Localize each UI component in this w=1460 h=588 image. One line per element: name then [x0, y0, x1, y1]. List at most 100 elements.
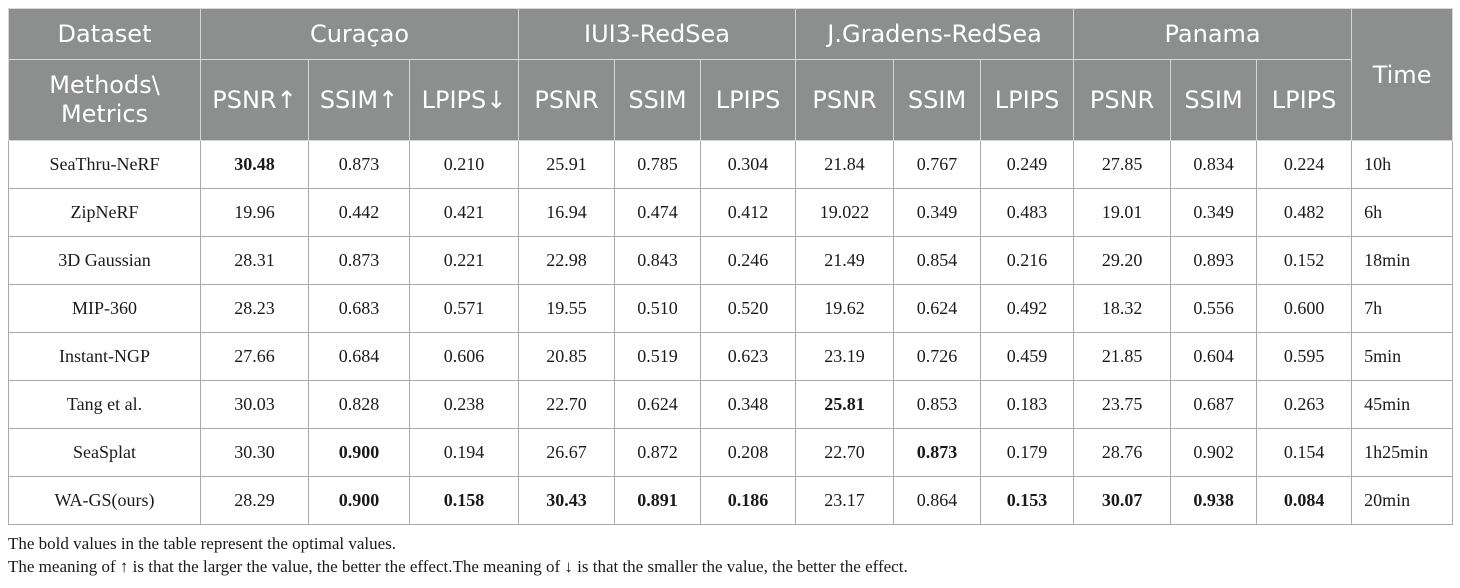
metric-value: 0.873 [893, 428, 982, 477]
metric-value: 0.828 [308, 380, 410, 429]
metric-value: 29.20 [1073, 236, 1172, 285]
metric-value: 0.304 [700, 140, 797, 189]
metric-value: 25.81 [795, 380, 895, 429]
metric-value: 0.624 [614, 380, 702, 429]
metric-value: 22.98 [518, 236, 616, 285]
metric-value: 27.66 [200, 332, 309, 381]
metric-value: 0.938 [1170, 476, 1258, 525]
metric-value: 0.152 [1256, 236, 1353, 285]
metric-value: 0.483 [980, 188, 1075, 237]
metric-value: 0.224 [1256, 140, 1353, 189]
metric-value: 26.67 [518, 428, 616, 477]
results-table: Dataset Curaçao IUI3-RedSea J.Gradens-Re… [8, 8, 1454, 525]
metric-value: 20.85 [518, 332, 616, 381]
metric-value: 0.348 [700, 380, 797, 429]
metric-value: 0.154 [1256, 428, 1353, 477]
method-name: MIP-360 [8, 284, 201, 333]
metric-value: 30.07 [1073, 476, 1172, 525]
metric-value: 0.263 [1256, 380, 1353, 429]
metric-value: 27.85 [1073, 140, 1172, 189]
metric-value: 28.76 [1073, 428, 1172, 477]
time-value: 1h25min [1351, 428, 1454, 477]
metric-value: 0.684 [308, 332, 410, 381]
metric-value: 0.349 [893, 188, 982, 237]
metric-value: 30.48 [200, 140, 309, 189]
metric-value: 0.900 [308, 476, 410, 525]
metric-header: LPIPS [1256, 59, 1353, 141]
metric-value: 21.85 [1073, 332, 1172, 381]
metric-value: 0.873 [308, 236, 410, 285]
time-header: Time [1351, 8, 1454, 141]
metric-value: 19.55 [518, 284, 616, 333]
metric-value: 30.03 [200, 380, 309, 429]
metric-value: 23.19 [795, 332, 895, 381]
time-value: 5min [1351, 332, 1454, 381]
metric-value: 28.31 [200, 236, 309, 285]
metric-value: 0.900 [308, 428, 410, 477]
metric-value: 0.153 [980, 476, 1075, 525]
metric-header: SSIM [614, 59, 702, 141]
metric-header: LPIPS [700, 59, 797, 141]
results-table-container: Dataset Curaçao IUI3-RedSea J.Gradens-Re… [8, 8, 1454, 578]
metric-header: SSIM↑ [308, 59, 410, 141]
time-value: 7h [1351, 284, 1454, 333]
metric-value: 0.246 [700, 236, 797, 285]
metric-value: 0.194 [408, 428, 520, 477]
metric-value: 0.891 [614, 476, 702, 525]
method-name: Instant-NGP [8, 332, 201, 381]
metric-value: 25.91 [518, 140, 616, 189]
metric-value: 19.01 [1073, 188, 1172, 237]
metric-value: 0.864 [893, 476, 982, 525]
method-name: ZipNeRF [8, 188, 201, 237]
metric-value: 0.767 [893, 140, 982, 189]
table-notes: The bold values in the table represent t… [8, 532, 1452, 578]
method-name: WA-GS(ours) [8, 476, 201, 525]
metric-value: 0.482 [1256, 188, 1353, 237]
metric-value: 0.683 [308, 284, 410, 333]
table-body: SeaThru-NeRF 30.48 0.873 0.210 25.91 0.785 0.3… [8, 140, 1454, 525]
metric-value: 0.186 [700, 476, 797, 525]
table-row: 3D Gaussian 28.31 0.873 0.221 22.98 0.843 0.24… [8, 236, 1454, 285]
metric-value: 23.75 [1073, 380, 1172, 429]
metric-value: 30.43 [518, 476, 616, 525]
table-row: ZipNeRF 19.96 0.442 0.421 16.94 0.474 0.412 19.… [8, 188, 1454, 237]
metric-value: 0.785 [614, 140, 702, 189]
metric-value: 19.62 [795, 284, 895, 333]
metric-value: 0.208 [700, 428, 797, 477]
metric-value: 0.183 [980, 380, 1075, 429]
metric-value: 21.84 [795, 140, 895, 189]
method-name: Tang et al. [8, 380, 201, 429]
metric-value: 0.556 [1170, 284, 1258, 333]
metric-value: 0.442 [308, 188, 410, 237]
table-row: Instant-NGP 27.66 0.684 0.606 20.85 0.519 0.62… [8, 332, 1454, 381]
metric-value: 0.520 [700, 284, 797, 333]
metric-value: 19.96 [200, 188, 309, 237]
metric-value: 30.30 [200, 428, 309, 477]
metric-header: PSNR↑ [200, 59, 309, 141]
dataset-iui3-redsea: IUI3-RedSea [518, 8, 797, 60]
table-row: Tang et al. 30.03 0.828 0.238 22.70 0.624 0.34… [8, 380, 1454, 429]
method-name: 3D Gaussian [8, 236, 201, 285]
metric-value: 0.687 [1170, 380, 1258, 429]
metric-value: 0.571 [408, 284, 520, 333]
metric-header: PSNR [795, 59, 895, 141]
time-value: 20min [1351, 476, 1454, 525]
metric-value: 28.29 [200, 476, 309, 525]
metric-value: 0.179 [980, 428, 1075, 477]
time-value: 10h [1351, 140, 1454, 189]
metric-header: SSIM [1170, 59, 1258, 141]
dataset-jgradens-redsea: J.Gradens-RedSea [795, 8, 1075, 60]
metric-value: 0.421 [408, 188, 520, 237]
dataset-label: Dataset [8, 8, 201, 60]
dataset-curacao: Curaçao [199, 8, 520, 60]
metric-value: 0.902 [1170, 428, 1258, 477]
metric-value: 19.022 [795, 188, 895, 237]
metric-value: 0.624 [893, 284, 982, 333]
metric-value: 0.216 [980, 236, 1075, 285]
metric-value: 0.249 [980, 140, 1075, 189]
table-row: SeaSplat 30.30 0.900 0.194 26.67 0.872 0.208 22… [8, 428, 1454, 477]
metric-value: 0.084 [1256, 476, 1353, 525]
metric-value: 21.49 [795, 236, 895, 285]
metric-value: 0.623 [700, 332, 797, 381]
header-row-metrics: Methods\ Metrics PSNR↑ SSIM↑ LPIPS↓ PSNR… [8, 59, 1453, 141]
